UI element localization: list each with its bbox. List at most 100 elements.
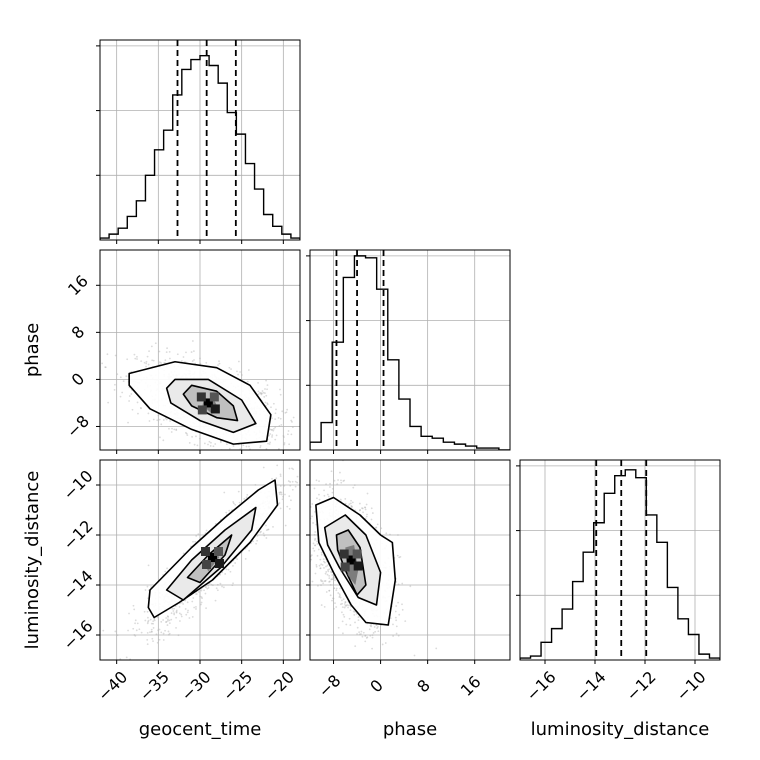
scatter-point — [310, 558, 313, 561]
scatter-point — [347, 606, 349, 609]
scatter-point — [231, 584, 234, 587]
scatter-point — [375, 526, 377, 529]
scatter-point — [246, 380, 249, 383]
scatter-point — [266, 384, 269, 387]
scatter-point — [147, 620, 149, 623]
scatter-point — [175, 616, 178, 619]
scatter-point — [176, 353, 179, 356]
scatter-point — [376, 523, 379, 526]
scatter-point — [146, 622, 149, 625]
scatter-point — [205, 586, 207, 589]
scatter-point — [333, 479, 336, 482]
scatter-point — [274, 412, 277, 415]
scatter-point — [409, 585, 412, 588]
scatter-point — [245, 445, 248, 448]
scatter-point — [305, 481, 307, 483]
scatter-point — [340, 479, 342, 482]
scatter-point — [160, 362, 162, 364]
scatter-point — [210, 441, 212, 444]
scatter-point — [228, 366, 231, 369]
scatter-point — [228, 509, 231, 512]
scatter-point — [128, 395, 131, 397]
scatter-point — [314, 537, 317, 540]
scatter-point — [283, 484, 286, 487]
scatter-point — [284, 524, 287, 527]
scatter-point — [286, 408, 289, 411]
scatter-point — [318, 493, 320, 496]
scatter-point — [196, 593, 198, 595]
scatter-point — [147, 564, 150, 567]
scatter-point — [160, 620, 163, 623]
scatter-point — [132, 627, 135, 630]
scatter-point — [127, 629, 129, 632]
scatter-point — [314, 539, 316, 541]
scatter-point — [290, 499, 292, 502]
scatter-point — [315, 564, 318, 566]
scatter-point — [291, 488, 294, 491]
scatter-point — [230, 368, 232, 370]
scatter-point — [168, 632, 171, 635]
scatter-point — [127, 421, 129, 424]
peak-cell — [197, 405, 207, 415]
scatter-point — [291, 421, 293, 423]
scatter-point — [330, 571, 333, 574]
scatter-point — [144, 589, 147, 591]
scatter-point — [371, 647, 373, 650]
scatter-point — [225, 453, 227, 455]
scatter-point — [311, 515, 313, 518]
scatter-point — [389, 617, 392, 620]
scatter-point — [279, 475, 282, 478]
scatter-point — [356, 633, 358, 635]
scatter-point — [119, 395, 122, 398]
scatter-point — [140, 631, 143, 634]
scatter-point — [401, 603, 403, 606]
scatter-point — [188, 442, 191, 444]
scatter-point — [195, 606, 197, 608]
scatter-point — [344, 603, 346, 605]
scatter-point — [219, 582, 222, 585]
scatter-point — [331, 574, 334, 576]
histogram-geocent_time — [100, 54, 300, 240]
scatter-point — [241, 374, 243, 376]
scatter-point — [74, 358, 76, 360]
scatter-point — [294, 480, 297, 483]
scatter-point — [313, 533, 316, 536]
scatter-point — [279, 491, 282, 494]
scatter-point — [399, 555, 402, 558]
panel-content — [100, 460, 300, 660]
scatter-point — [262, 466, 265, 469]
scatter-point — [191, 600, 194, 603]
scatter-point — [344, 601, 347, 604]
panel-content — [100, 40, 300, 240]
scatter-point — [348, 604, 350, 607]
scatter-point — [171, 607, 174, 610]
scatter-point — [186, 601, 189, 604]
scatter-point — [397, 534, 399, 536]
scatter-point — [210, 583, 213, 586]
scatter-point — [125, 656, 128, 659]
scatter-point — [396, 554, 399, 557]
scatter-point — [137, 412, 139, 415]
scatter-point — [229, 570, 232, 573]
scatter-point — [146, 610, 149, 613]
scatter-point — [175, 429, 178, 431]
scatter-point — [173, 607, 175, 610]
scatter-point — [343, 606, 346, 609]
scatter-point — [143, 610, 146, 613]
scatter-point — [301, 502, 303, 504]
scatter-point — [191, 340, 194, 342]
scatter-point — [180, 615, 183, 618]
scatter-point — [314, 544, 317, 547]
scatter-point — [377, 625, 379, 628]
scatter-point — [300, 531, 302, 533]
scatter-point — [276, 464, 279, 467]
scatter-point — [179, 620, 181, 622]
scatter-point — [274, 438, 277, 441]
scatter-point — [281, 410, 284, 413]
scatter-point — [116, 373, 119, 376]
scatter-point — [326, 564, 329, 567]
scatter-point — [289, 484, 292, 487]
scatter-point — [314, 572, 317, 575]
scatter-point — [323, 494, 326, 497]
scatter-point — [275, 477, 278, 480]
